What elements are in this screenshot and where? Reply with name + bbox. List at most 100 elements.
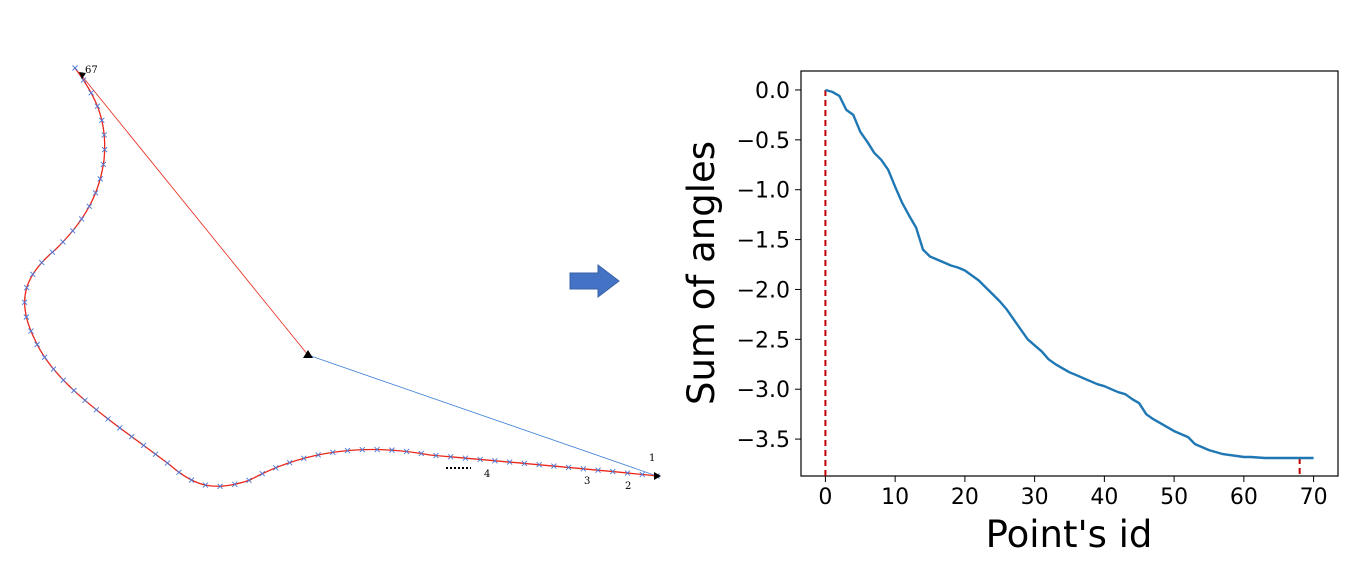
y-tick-label: −1.0: [737, 179, 790, 204]
point-marker: [128, 433, 135, 440]
point-marker: [93, 406, 100, 413]
point-curve: [23, 67, 658, 487]
point-marker: [49, 249, 56, 256]
point-marker: [41, 354, 48, 361]
point-marker: [28, 328, 34, 334]
y-tick-label: −2.5: [737, 328, 790, 353]
point-marker: [101, 132, 108, 138]
x-tick-label: 30: [1021, 485, 1049, 510]
point-marker: [315, 452, 322, 458]
point-marker: [97, 176, 104, 182]
point-marker: [403, 448, 410, 455]
point-marker: [301, 455, 307, 462]
x-tick-label: 40: [1090, 485, 1118, 510]
x-tick-label: 20: [951, 485, 979, 510]
point-marker: [217, 483, 223, 490]
point-marker: [94, 103, 101, 110]
point-marker: [259, 470, 266, 477]
blue-chord-line: [307, 354, 658, 477]
x-tick-label: 60: [1230, 485, 1258, 510]
point-marker: [202, 482, 209, 488]
point-marker: [418, 450, 425, 457]
point-marker: [78, 216, 85, 222]
point-marker: [50, 366, 57, 372]
point-marker: [152, 451, 159, 458]
point-marker: [246, 477, 252, 484]
point-marker: [60, 239, 66, 245]
point-marker: [551, 463, 557, 469]
point-marker: [105, 416, 111, 422]
point-marker: [21, 299, 28, 306]
point-marker: [639, 471, 646, 478]
y-tick-label: −0.5: [737, 129, 790, 154]
point-marker: [100, 161, 107, 168]
point-marker: [506, 459, 513, 465]
point-markers: [21, 65, 660, 490]
point-marker: [374, 446, 380, 453]
point-marker: [492, 457, 498, 464]
point-marker: [29, 271, 36, 278]
y-axis-label: Sum of angles: [680, 141, 723, 405]
y-tick-label: −3.5: [737, 428, 790, 453]
point-marker: [82, 397, 88, 404]
start-triangle-marker: [654, 472, 661, 480]
point-marker: [272, 464, 279, 471]
point-marker: [609, 468, 616, 475]
label-point-4: 4: [484, 469, 490, 480]
point-marker: [140, 442, 147, 449]
point-marker: [69, 227, 76, 234]
point-marker: [72, 65, 78, 71]
label-point-67: 67: [85, 65, 98, 76]
point-marker: [164, 460, 171, 466]
point-marker: [231, 481, 238, 488]
label-point-2: 2: [625, 481, 631, 492]
point-marker: [92, 190, 99, 196]
end-triangle-marker: [79, 72, 86, 79]
point-marker: [60, 377, 67, 383]
y-tick-label: −1.5: [737, 229, 790, 254]
y-tick-label: 0.0: [755, 79, 790, 104]
point-marker: [477, 456, 483, 463]
point-marker: [86, 203, 93, 210]
point-marker: [116, 425, 123, 431]
point-marker: [624, 470, 631, 476]
point-marker: [34, 341, 40, 348]
point-marker: [38, 259, 45, 266]
red-chord-line: [81, 75, 309, 356]
center-triangle-marker: [303, 350, 313, 358]
point-marker: [286, 459, 293, 466]
y-tick-label: −3.0: [737, 378, 790, 403]
point-marker: [23, 314, 30, 320]
point-marker: [101, 146, 108, 153]
x-tick-label: 10: [881, 485, 909, 510]
point-marker: [99, 117, 105, 124]
point-marker: [536, 461, 542, 468]
y-tick-label: −2.0: [737, 278, 790, 303]
point-marker: [580, 465, 587, 472]
x-tick-label: 70: [1300, 485, 1328, 510]
point-marker: [447, 454, 454, 460]
series-line: [825, 88, 1314, 460]
point-marker: [595, 467, 601, 473]
chart-marks: 0 10 20 30 40 50 60 70 0.0 −0.5 −1.0 −1.5 −2.0 −2.5 −3…: [737, 79, 1328, 510]
x-tick-label: 50: [1160, 485, 1188, 510]
plot-frame: [800, 70, 1339, 477]
point-marker: [521, 460, 528, 467]
x-tick-label: 0: [818, 485, 832, 510]
point-marker: [176, 469, 182, 476]
curve-diagram: 1 2 3 4 67: [21, 65, 661, 492]
angle-sum-chart: 0 10 20 30 40 50 60 70 0.0 −0.5 −1.0 −1.5 −2.0 −2.5 −3…: [680, 70, 1339, 556]
point-marker: [88, 89, 94, 96]
point-marker: [71, 387, 77, 394]
point-marker: [23, 284, 30, 291]
point-marker: [329, 449, 336, 456]
point-marker: [188, 477, 195, 483]
point-marker: [565, 464, 572, 471]
x-axis-label: Point's id: [986, 513, 1153, 556]
point-marker: [433, 452, 439, 459]
point-marker: [389, 447, 395, 453]
label-point-1: 1: [649, 453, 655, 464]
point-marker: [462, 455, 469, 461]
point-marker: [344, 447, 351, 454]
